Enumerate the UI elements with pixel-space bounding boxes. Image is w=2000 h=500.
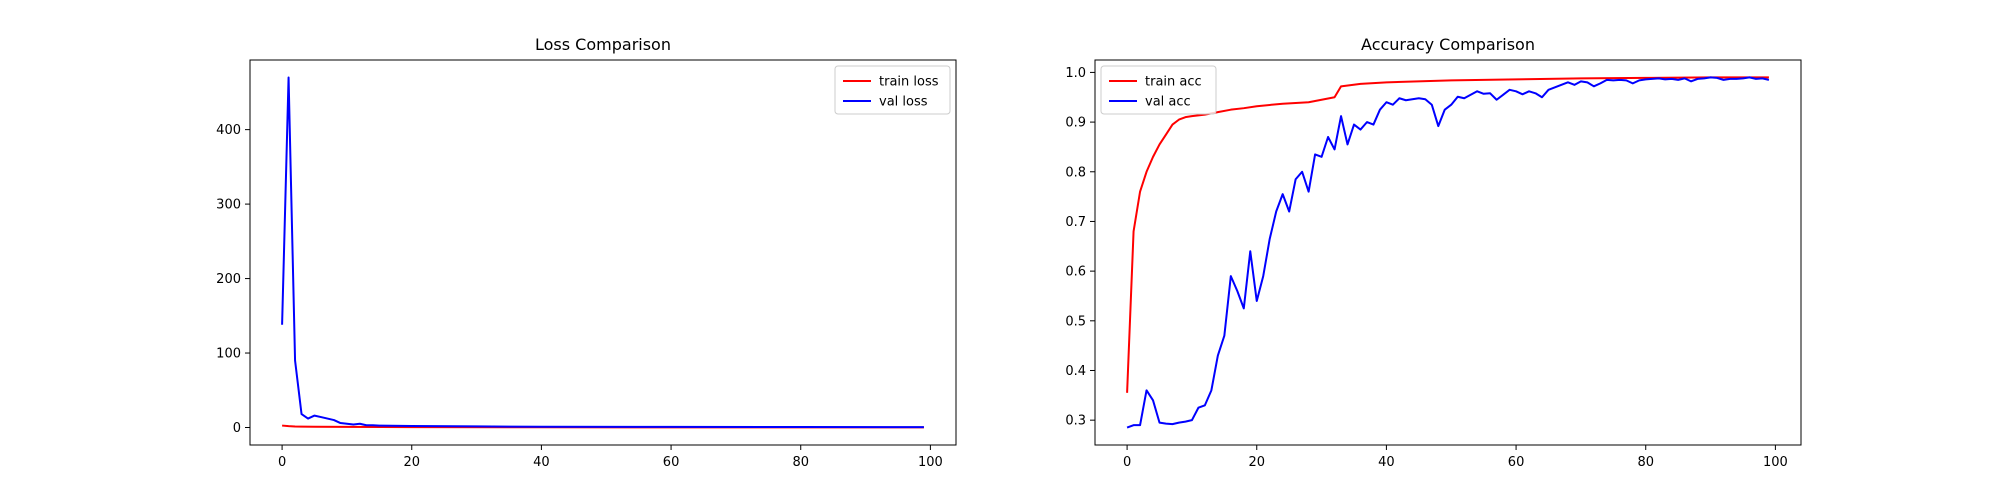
- legend-label: train acc: [1145, 75, 1202, 90]
- legend-label: val loss: [879, 95, 928, 110]
- legend: train loss val loss: [834, 65, 951, 115]
- y-tick-label: 300: [216, 198, 241, 213]
- x-tick-label: 0: [1123, 455, 1131, 470]
- y-tick-label: 0.7: [1065, 215, 1086, 230]
- x-tick-label: 20: [1248, 455, 1265, 470]
- x-tick-label: 80: [792, 455, 809, 470]
- loss-chart: Loss Comparison 0 20 40 60 80 100 0 100 200 300 400…: [216, 35, 957, 470]
- y-tick-label: 0.5: [1065, 314, 1086, 329]
- series-line-val-acc: [1126, 76, 1770, 429]
- x-tick-label: 100: [1763, 455, 1788, 470]
- x-tick-label: 40: [1378, 455, 1395, 470]
- x-tick-label: 60: [663, 455, 680, 470]
- axes-frame: [1094, 59, 1802, 446]
- y-tick-label: 0.3: [1065, 414, 1086, 429]
- y-tick-label: 0.9: [1065, 116, 1086, 131]
- series-line-train-acc: [1126, 76, 1769, 393]
- chart-title: Loss Comparison: [535, 35, 671, 54]
- y-tick-label: 0.8: [1065, 165, 1086, 180]
- axes-frame: [249, 59, 957, 446]
- y-tick-label: 0.6: [1065, 265, 1086, 280]
- legend: train acc val acc: [1100, 65, 1217, 115]
- x-tick-label: 100: [918, 455, 943, 470]
- x-tick-label: 40: [533, 455, 550, 470]
- x-tick-label: 20: [403, 455, 420, 470]
- x-tick-label: 80: [1637, 455, 1654, 470]
- series-line-val-loss: [281, 76, 924, 429]
- accuracy-chart: Accuracy Comparison 0 20 40 60 80 100 0.3 0.4 0.5…: [1065, 35, 1802, 470]
- y-tick-label: 1.0: [1065, 66, 1086, 81]
- legend-label: val acc: [1145, 95, 1191, 110]
- legend-label: train loss: [879, 75, 939, 90]
- y-tick-label: 100: [216, 347, 241, 362]
- y-tick-label: 0.4: [1065, 364, 1086, 379]
- chart-title: Accuracy Comparison: [1361, 35, 1535, 54]
- x-tick-label: 60: [1508, 455, 1525, 470]
- x-tick-label: 0: [278, 455, 286, 470]
- y-tick-label: 400: [216, 123, 241, 138]
- y-tick-label: 0: [233, 421, 241, 436]
- y-tick-label: 200: [216, 272, 241, 287]
